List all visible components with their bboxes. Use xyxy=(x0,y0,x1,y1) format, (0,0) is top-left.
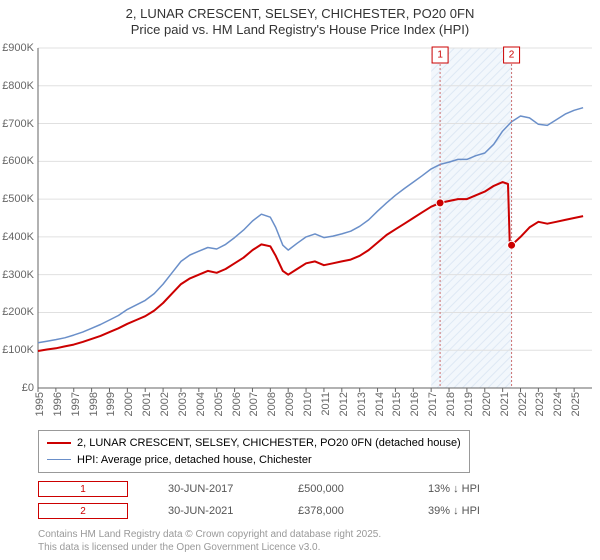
plot-svg: 12 xyxy=(38,48,592,388)
x-tick-label: 2012 xyxy=(338,392,350,416)
x-tick-label: 1995 xyxy=(34,392,46,416)
attribution-line-1: Contains HM Land Registry data © Crown c… xyxy=(38,528,381,541)
marker-date-1: 30-JUN-2017 xyxy=(168,483,258,495)
y-tick-label: £100K xyxy=(2,344,34,356)
y-tick-label: £600K xyxy=(2,155,34,167)
y-tick-label: £500K xyxy=(2,193,34,205)
x-tick-label: 2016 xyxy=(409,392,421,416)
y-tick-label: £400K xyxy=(2,231,34,243)
x-tick-label: 2009 xyxy=(284,392,296,416)
x-tick-label: 2023 xyxy=(534,392,546,416)
legend-item-2: HPI: Average price, detached house, Chic… xyxy=(47,452,461,469)
attribution-line-2: This data is licensed under the Open Gov… xyxy=(38,541,381,554)
attribution: Contains HM Land Registry data © Crown c… xyxy=(38,528,381,554)
marker-delta-2: 39% ↓ HPI xyxy=(428,505,518,517)
x-tick-label: 1998 xyxy=(88,392,100,416)
markers-table: 1 30-JUN-2017 £500,000 13% ↓ HPI 2 30-JU… xyxy=(38,478,518,522)
legend-item-1: 2, LUNAR CRESCENT, SELSEY, CHICHESTER, P… xyxy=(47,435,461,452)
y-tick-label: £300K xyxy=(2,269,34,281)
chart-container: 2, LUNAR CRESCENT, SELSEY, CHICHESTER, P… xyxy=(0,0,600,560)
x-tick-label: 2006 xyxy=(231,392,243,416)
x-tick-label: 2005 xyxy=(213,392,225,416)
legend-swatch-1 xyxy=(47,442,71,444)
x-tick-label: 2003 xyxy=(177,392,189,416)
y-tick-label: £900K xyxy=(2,42,34,54)
marker-price-2: £378,000 xyxy=(298,505,388,517)
title-line-1: 2, LUNAR CRESCENT, SELSEY, CHICHESTER, P… xyxy=(0,6,600,22)
x-tick-label: 2018 xyxy=(445,392,457,416)
marker-row-1: 1 30-JUN-2017 £500,000 13% ↓ HPI xyxy=(38,478,518,500)
x-tick-label: 2024 xyxy=(552,392,564,416)
chart-title-block: 2, LUNAR CRESCENT, SELSEY, CHICHESTER, P… xyxy=(0,0,600,39)
x-tick-label: 2022 xyxy=(517,392,529,416)
x-tick-label: 2004 xyxy=(195,392,207,416)
svg-text:1: 1 xyxy=(437,50,443,61)
legend-label-2: HPI: Average price, detached house, Chic… xyxy=(77,452,312,469)
title-line-2: Price paid vs. HM Land Registry's House … xyxy=(0,22,600,38)
x-tick-label: 1999 xyxy=(105,392,117,416)
x-tick-label: 2001 xyxy=(141,392,153,416)
marker-box-1: 1 xyxy=(38,481,128,497)
plot-area: 12 £0£100K£200K£300K£400K£500K£600K£700K… xyxy=(38,48,592,388)
x-tick-label: 2014 xyxy=(374,392,386,416)
y-tick-label: £700K xyxy=(2,118,34,130)
legend-swatch-2 xyxy=(47,459,71,460)
y-tick-label: £800K xyxy=(2,80,34,92)
x-tick-label: 2000 xyxy=(123,392,135,416)
marker-price-1: £500,000 xyxy=(298,483,388,495)
x-tick-label: 2010 xyxy=(302,392,314,416)
y-tick-label: £200K xyxy=(2,306,34,318)
x-tick-label: 1996 xyxy=(52,392,64,416)
x-tick-label: 2017 xyxy=(427,392,439,416)
x-tick-label: 2013 xyxy=(356,392,368,416)
marker-delta-1: 13% ↓ HPI xyxy=(428,483,518,495)
x-tick-label: 2007 xyxy=(248,392,260,416)
x-tick-label: 2025 xyxy=(570,392,582,416)
x-tick-label: 2015 xyxy=(391,392,403,416)
x-tick-label: 2020 xyxy=(481,392,493,416)
marker-box-2: 2 xyxy=(38,503,128,519)
x-tick-label: 1997 xyxy=(70,392,82,416)
marker-date-2: 30-JUN-2021 xyxy=(168,505,258,517)
svg-text:2: 2 xyxy=(509,50,515,61)
marker-row-2: 2 30-JUN-2021 £378,000 39% ↓ HPI xyxy=(38,500,518,522)
legend: 2, LUNAR CRESCENT, SELSEY, CHICHESTER, P… xyxy=(38,430,470,473)
x-tick-label: 2011 xyxy=(320,392,332,416)
x-tick-label: 2021 xyxy=(499,392,511,416)
x-tick-label: 2019 xyxy=(463,392,475,416)
x-tick-label: 2008 xyxy=(266,392,278,416)
x-tick-label: 2002 xyxy=(159,392,171,416)
y-tick-label: £0 xyxy=(22,382,34,394)
legend-label-1: 2, LUNAR CRESCENT, SELSEY, CHICHESTER, P… xyxy=(77,435,461,452)
